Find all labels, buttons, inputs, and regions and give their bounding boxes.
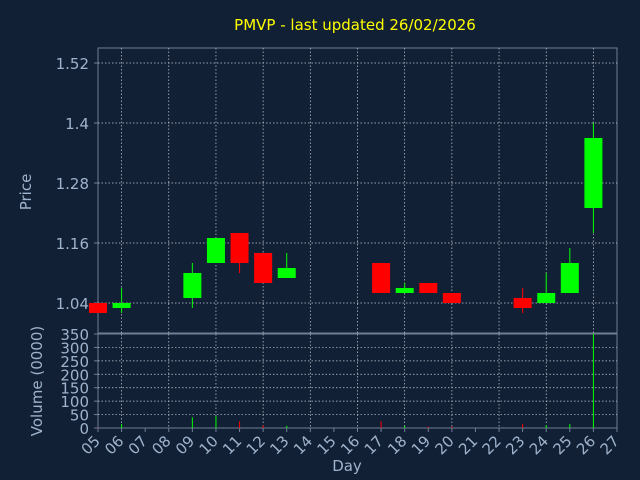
volume-tick-label: 100: [60, 393, 89, 411]
x-tick-label: 08: [148, 432, 174, 458]
x-tick-label: 22: [479, 432, 505, 458]
x-tick-label: 09: [172, 432, 198, 458]
x-tick-label: 14: [290, 432, 316, 458]
candle-body: [584, 138, 603, 208]
x-tick-label: 10: [196, 432, 222, 458]
candle-body: [112, 303, 131, 308]
x-tick-label: 16: [337, 432, 363, 458]
candle-body: [206, 238, 225, 263]
x-tick-label: 11: [219, 432, 245, 458]
price-tick-label: 1.28: [56, 175, 89, 193]
volume-tick-label: 50: [70, 407, 89, 425]
volume-tick-label: 350: [60, 326, 89, 344]
x-tick-label: 19: [408, 432, 434, 458]
x-tick-label: 06: [101, 432, 127, 458]
volume-tick-label: 0: [79, 420, 89, 438]
x-tick-label: 15: [314, 432, 340, 458]
volume-tick-label: 150: [60, 380, 89, 398]
price-axis-label: Price: [17, 174, 35, 211]
volume-tick-label: 250: [60, 353, 89, 371]
candle-body: [395, 288, 414, 293]
x-tick-label: 27: [597, 432, 623, 458]
x-tick-label: 24: [526, 432, 552, 458]
x-tick-label: 26: [573, 432, 599, 458]
x-tick-label: 23: [502, 432, 528, 458]
volume-tick-label: 300: [60, 339, 89, 357]
candle-body: [513, 298, 532, 308]
volume-axis-label: Volume (0000): [28, 326, 46, 436]
price-tick-label: 1.16: [56, 235, 89, 253]
x-tick-label: 21: [455, 432, 481, 458]
price-tick-label: 1.52: [56, 55, 89, 73]
candle-body: [419, 283, 438, 293]
x-tick-label: 20: [431, 432, 457, 458]
x-tick-label: 07: [125, 432, 151, 458]
volume-tick-label: 200: [60, 366, 89, 384]
x-tick-label: 17: [361, 432, 387, 458]
volume-panel: 0501001502002503003500506070809101112131…: [60, 326, 622, 458]
x-tick-label: 18: [384, 432, 410, 458]
candle-body: [230, 233, 249, 263]
x-axis-label: Day: [332, 457, 362, 475]
candle-body: [537, 293, 556, 303]
candle-body: [277, 268, 296, 278]
price-tick-label: 1.04: [56, 295, 89, 313]
candle-body: [89, 303, 107, 313]
price-tick-label: 1.4: [65, 115, 89, 133]
candle-body: [372, 263, 391, 293]
candle-body: [254, 253, 273, 283]
x-tick-label: 13: [266, 432, 292, 458]
chart-title: PMVP - last updated 26/02/2026: [234, 16, 476, 34]
price-panel: 1.04 1.16 1.28 1.4 1.52: [56, 47, 618, 334]
x-tick-label: 12: [243, 432, 269, 458]
candle-body: [183, 273, 202, 298]
x-tick-label: 25: [549, 432, 575, 458]
candle-body: [442, 293, 461, 303]
candle-body: [560, 263, 579, 293]
